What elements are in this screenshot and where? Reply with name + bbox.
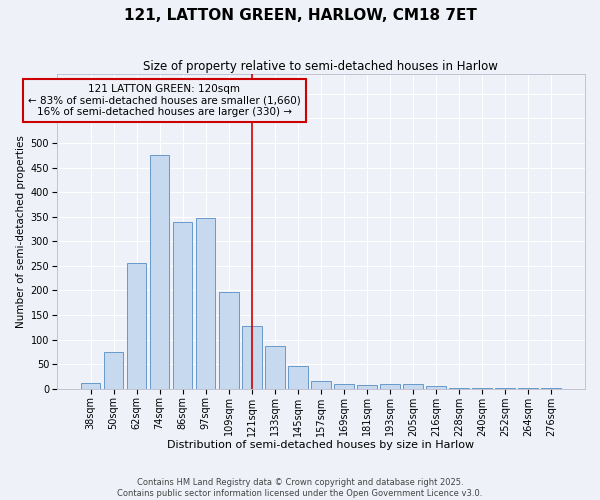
X-axis label: Distribution of semi-detached houses by size in Harlow: Distribution of semi-detached houses by … [167, 440, 475, 450]
Y-axis label: Number of semi-detached properties: Number of semi-detached properties [16, 135, 26, 328]
Bar [242, 326, 262, 388]
Bar [104, 352, 124, 389]
Bar [334, 384, 353, 388]
Bar [127, 264, 146, 388]
Bar [380, 384, 400, 388]
Title: Size of property relative to semi-detached houses in Harlow: Size of property relative to semi-detach… [143, 60, 499, 73]
Text: 121, LATTON GREEN, HARLOW, CM18 7ET: 121, LATTON GREEN, HARLOW, CM18 7ET [124, 8, 476, 22]
Bar [219, 292, 239, 388]
Bar [173, 222, 193, 388]
Bar [150, 156, 169, 388]
Bar [196, 218, 215, 388]
Bar [426, 386, 446, 388]
Bar [403, 384, 423, 388]
Bar [311, 382, 331, 388]
Bar [288, 366, 308, 388]
Bar [357, 386, 377, 388]
Text: Contains HM Land Registry data © Crown copyright and database right 2025.
Contai: Contains HM Land Registry data © Crown c… [118, 478, 482, 498]
Bar [265, 346, 284, 389]
Text: 121 LATTON GREEN: 120sqm
← 83% of semi-detached houses are smaller (1,660)
16% o: 121 LATTON GREEN: 120sqm ← 83% of semi-d… [28, 84, 301, 117]
Bar [81, 383, 100, 388]
